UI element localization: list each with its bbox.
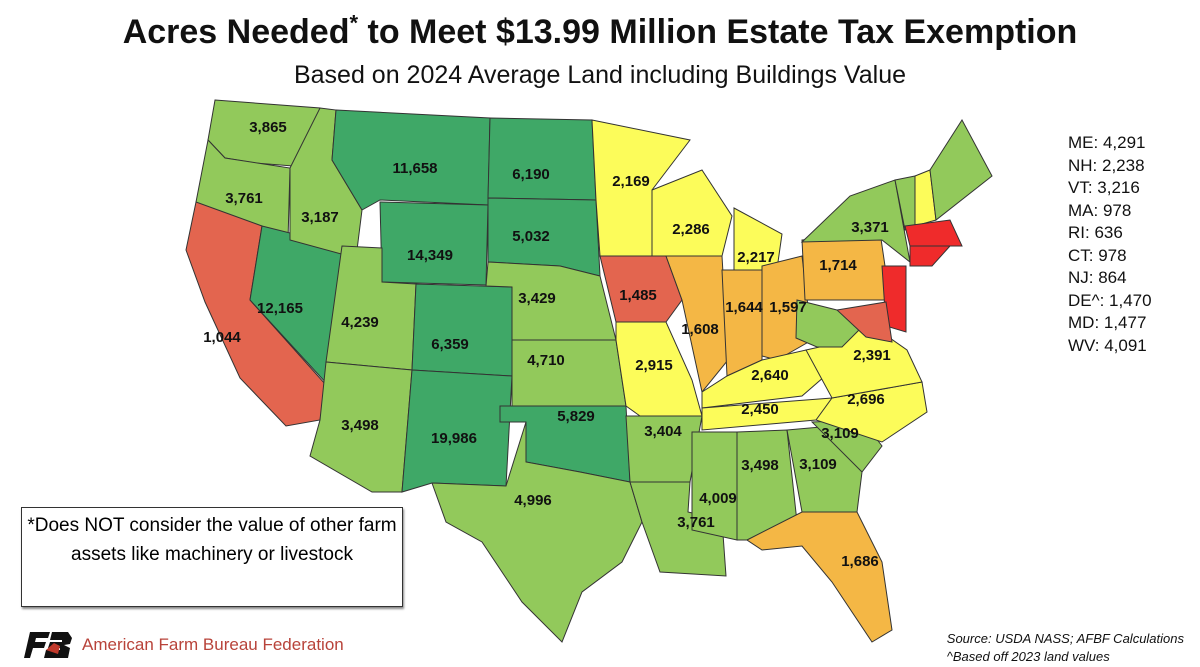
state-value-label: 3,404 — [644, 423, 682, 440]
state-value-label: 2,391 — [853, 347, 891, 364]
state-value-label: 3,761 — [677, 514, 715, 531]
state-value-label: 4,996 — [514, 492, 552, 509]
state-value-label: 1,644 — [725, 299, 763, 316]
state-value-label: 3,371 — [851, 219, 889, 236]
side-item: NJ: 864 — [1068, 268, 1127, 287]
source-line: Source: USDA NASS; AFBF Calculations — [946, 631, 1184, 646]
state-value-label: 1,608 — [681, 321, 719, 338]
state-tx — [431, 421, 643, 643]
state-value-label: 2,286 — [672, 221, 710, 238]
state-ks — [511, 339, 627, 407]
state-value-label: 14,349 — [407, 247, 453, 264]
state-value-label: 3,498 — [741, 457, 779, 474]
map-subtitle: Based on 2024 Average Land including Bui… — [293, 61, 907, 89]
state-fl — [746, 511, 893, 643]
state-value-label: 3,761 — [225, 190, 263, 207]
state-md — [835, 301, 893, 343]
state-value-label: 3,187 — [301, 209, 339, 226]
state-value-label: 1,686 — [841, 553, 879, 570]
side-item: MD: 1,477 — [1068, 313, 1147, 332]
state-value-label: 4,009 — [699, 490, 737, 507]
afbf-logo: American Farm Bureau Federation — [24, 632, 344, 658]
state-value-label: 12,165 — [257, 300, 303, 317]
side-item: DE^: 1,470 — [1068, 290, 1152, 310]
state-value-label: 1,714 — [819, 257, 857, 274]
state-in — [721, 269, 763, 377]
state-value-label: 2,450 — [741, 401, 779, 418]
state-co — [411, 283, 513, 377]
footnote-line: ^Based off 2023 land values — [946, 649, 1110, 664]
state-ct — [909, 245, 952, 267]
state-value-label: 11,658 — [392, 160, 437, 177]
state-value-label: 2,915 — [635, 357, 673, 374]
state-value-label: 2,217 — [737, 249, 775, 266]
state-value-label: 3,865 — [249, 119, 287, 136]
state-ny — [800, 179, 911, 264]
state-ma — [904, 219, 963, 247]
logo-text: American Farm Bureau Federation — [82, 635, 344, 654]
state-value-label: 3,429 — [518, 290, 556, 307]
state-value-label: 2,640 — [751, 367, 789, 384]
state-value-label: 6,190 — [512, 166, 550, 183]
side-item: WV: 4,091 — [1068, 335, 1147, 355]
northeast-values-list: ME: 4,291 NH: 2,238 VT: 3,216 MA: 978 RI… — [1068, 132, 1152, 357]
state-value-label: 5,032 — [512, 228, 550, 245]
title-text-rest: to Meet $13.99 Million Estate Tax Exempt… — [358, 13, 1078, 51]
state-value-label: 5,829 — [557, 408, 595, 425]
state-value-label: 3,109 — [799, 456, 837, 473]
state-value-label: 1,485 — [619, 287, 657, 304]
state-value-label: 3,109 — [821, 425, 859, 442]
side-item: MA: 978 — [1068, 200, 1132, 220]
map-title: Acres Needed* to Meet $13.99 Million Est… — [0, 12, 1200, 52]
fb-logo-mark-icon — [24, 632, 72, 658]
state-me — [929, 119, 993, 221]
state-value-label: 2,696 — [847, 391, 885, 408]
side-item: VT: 3,216 — [1068, 178, 1140, 197]
disclaimer-note: *Does NOT consider the value of other fa… — [21, 507, 403, 607]
source-note: Source: USDA NASS; AFBF Calculations ^Ba… — [947, 630, 1184, 666]
state-il — [665, 255, 729, 394]
side-item: RI: 636 — [1068, 223, 1123, 242]
state-wy — [379, 201, 489, 286]
state-nd — [487, 117, 597, 201]
side-item: NH: 2,238 — [1068, 155, 1145, 175]
state-value-label: 19,986 — [431, 430, 477, 447]
side-item: ME: 4,291 — [1068, 133, 1146, 152]
state-value-label: 2,169 — [612, 173, 650, 190]
state-la — [629, 481, 727, 577]
state-value-label: 1,597 — [769, 299, 807, 316]
title-asterisk: * — [349, 10, 359, 36]
title-text: Acres Needed — [122, 13, 350, 51]
state-value-label: 4,710 — [527, 352, 565, 369]
state-value-label: 6,359 — [431, 336, 469, 353]
side-item: CT: 978 — [1068, 245, 1127, 265]
state-value-label: 1,044 — [203, 329, 241, 346]
state-value-label: 4,239 — [341, 314, 379, 331]
state-value-label: 3,498 — [341, 417, 379, 434]
state-wi — [651, 169, 733, 257]
